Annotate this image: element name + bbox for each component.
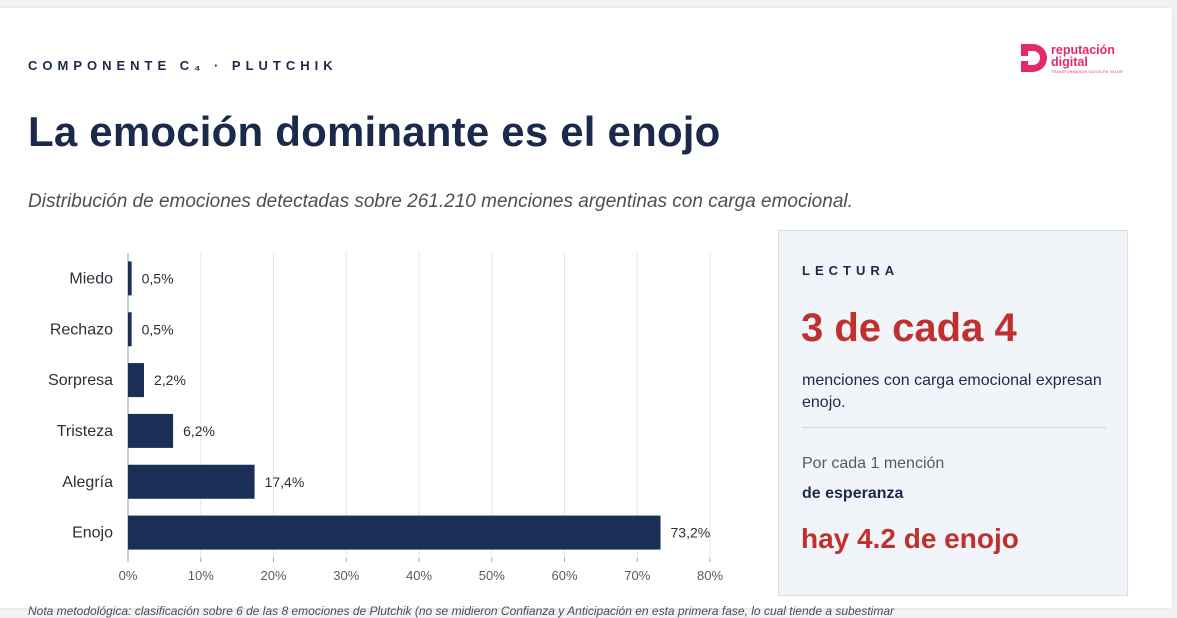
section-eyebrow: COMPONENTE C₄ · PLUTCHIK	[28, 58, 338, 73]
value-label: 73,2%	[671, 525, 711, 541]
panel-divider	[802, 427, 1106, 428]
page-title: La emoción dominante es el enojo	[28, 108, 721, 155]
page-subtitle: Distribución de emociones detectadas sob…	[28, 191, 853, 212]
logo-tagline: TRANSFORMAMOS DATOS EN VALOR	[1051, 70, 1123, 74]
bar	[128, 464, 255, 499]
value-label: 0,5%	[142, 270, 174, 286]
x-tick-label: 30%	[333, 568, 359, 583]
x-tick-label: 80%	[697, 568, 723, 583]
chart-svg: 0% 10% 20% 30% 40% 50% 60% 70% 80% Miedo 0,5% Recha…	[48, 253, 723, 583]
bar	[128, 261, 132, 296]
panel-description: menciones con carga emocional expresan e…	[802, 372, 1102, 411]
category-label: Rechazo	[50, 321, 113, 338]
x-tick-label: 70%	[624, 568, 650, 583]
x-tick-label: 10%	[188, 568, 214, 583]
reading-panel: LECTURA 3 de cada 4 menciones con carga …	[778, 230, 1128, 596]
value-label: 0,5%	[142, 321, 174, 337]
bar	[128, 515, 661, 550]
panel-big-stat: 3 de cada 4	[801, 306, 1017, 350]
category-label: Tristeza	[57, 423, 113, 440]
x-tick-label: 0%	[119, 568, 138, 583]
panel-label: LECTURA	[802, 263, 900, 278]
x-tick-label: 50%	[479, 568, 505, 583]
value-label: 6,2%	[183, 423, 215, 439]
emotion-bar-chart: 0% 10% 20% 30% 40% 50% 60% 70% 80% Miedo 0,5% Recha…	[0, 243, 760, 603]
methodology-footnote: Nota metodológica: clasificación sobre 6…	[28, 604, 895, 618]
panel-ratio-lead: Por cada 1 mención	[802, 455, 945, 472]
brand-logo: reputación digital TRANSFORMAMOS DATOS E…	[1019, 42, 1139, 82]
bar	[128, 312, 132, 347]
slide: COMPONENTE C₄ · PLUTCHIK reputación digi…	[0, 8, 1172, 618]
category-label: Miedo	[69, 270, 113, 287]
category-label: Alegría	[62, 474, 113, 491]
value-label: 2,2%	[154, 372, 186, 388]
category-label: Sorpresa	[48, 372, 113, 389]
logo-mark-icon	[1021, 44, 1047, 72]
category-label: Enojo	[72, 525, 113, 542]
bar	[128, 413, 174, 448]
panel-ratio-result: hay 4.2 de enojo	[801, 523, 1019, 554]
panel-ratio-strong: de esperanza	[802, 485, 904, 502]
logo-wordmark: reputación digital	[1051, 43, 1115, 69]
x-tick-label: 20%	[260, 568, 286, 583]
x-tick-label: 60%	[551, 568, 577, 583]
x-tick-label: 40%	[406, 568, 432, 583]
bar	[128, 363, 145, 398]
value-label: 17,4%	[265, 474, 305, 490]
